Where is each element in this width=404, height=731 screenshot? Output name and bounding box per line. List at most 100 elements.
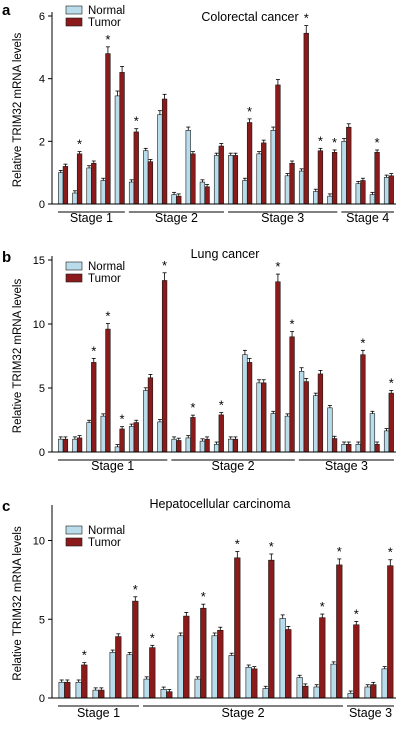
bar-tumor (317, 373, 324, 453)
bar-tumor (251, 668, 258, 699)
bar-tumor (353, 624, 360, 699)
legend-swatch-tumor (65, 537, 83, 547)
bar-tumor (232, 155, 239, 205)
bar-normal (341, 141, 347, 205)
bar-tumor (261, 382, 267, 453)
bar-normal (72, 192, 78, 205)
bar-normal (86, 167, 92, 205)
bar-tumor (105, 328, 111, 453)
bar-tumor (62, 438, 69, 453)
bar-normal (100, 415, 106, 453)
bar-normal (92, 689, 99, 699)
y-tick-label: 4 (39, 74, 45, 86)
bar-tumor (360, 180, 366, 205)
bar-tumor (147, 377, 154, 453)
bar-normal (256, 382, 262, 453)
bar-normal (109, 652, 116, 699)
y-tick-label: 6 (39, 11, 45, 23)
bar-tumor (147, 161, 154, 205)
bar-tumor (132, 600, 139, 699)
bar-normal (157, 421, 163, 453)
bar-normal (143, 678, 150, 699)
stage-label: Stage 2 (155, 211, 198, 225)
bar-normal (114, 446, 121, 453)
significance-star: * (290, 317, 295, 332)
bar-normal (341, 444, 347, 453)
significance-star: * (275, 259, 280, 274)
bar-tumor (133, 422, 139, 453)
bar-normal (355, 183, 361, 205)
bar-tumor (370, 684, 377, 699)
bar-normal (242, 354, 248, 453)
y-tick-label: 0 (39, 447, 45, 459)
bar-normal (75, 681, 82, 699)
bar-normal (245, 666, 252, 699)
bar-tumor (76, 437, 83, 453)
bar-tumor (289, 162, 295, 205)
stage-label: Stage 1 (91, 459, 134, 473)
bar-normal (58, 681, 65, 699)
significance-star: * (332, 135, 337, 150)
bar-tumor (336, 564, 343, 699)
bar-tumor (190, 417, 196, 453)
legend-swatch-normal (65, 261, 83, 271)
significance-star: * (304, 11, 309, 26)
legend-swatch-tumor (65, 17, 83, 27)
bar-tumor (91, 162, 97, 205)
bar-normal (114, 95, 121, 205)
y-tick-label: 5 (39, 614, 45, 626)
significance-star: * (150, 630, 155, 645)
bar-tumor (331, 152, 338, 205)
bar-normal (143, 150, 149, 205)
bar-normal (185, 130, 191, 205)
stage-label: Stage 1 (70, 211, 113, 225)
significance-star: * (337, 544, 342, 559)
bar-normal (157, 114, 163, 205)
significance-star: * (219, 398, 224, 413)
bar-tumor (285, 629, 292, 699)
bar-tumor (204, 438, 210, 453)
bar-tumor (119, 428, 125, 453)
bar-normal (58, 172, 64, 205)
bar-normal (100, 180, 106, 205)
stage-label: Stage 3 (349, 706, 392, 720)
significance-star: * (82, 648, 87, 663)
bar-normal (128, 426, 135, 453)
bar-normal (369, 413, 376, 453)
legend-label-tumor: Tumor (88, 537, 121, 549)
bar-normal (284, 415, 291, 453)
stage-label: Stage 4 (346, 211, 389, 225)
bar-tumor (64, 681, 71, 699)
significance-star: * (120, 412, 125, 427)
bar-tumor (261, 142, 267, 205)
bar-tumor (289, 336, 295, 453)
bar-normal (313, 395, 319, 453)
bar-tumor (183, 615, 190, 699)
bar-normal (128, 181, 135, 205)
bar-tumor (275, 84, 281, 205)
chart-title: Hepatocellular carcinoma (149, 497, 290, 511)
bar-tumor (149, 647, 156, 699)
significance-star: * (105, 32, 110, 47)
panel-c: c Hepatocellular carcinoma Relative TRIM32… (2, 497, 396, 720)
bar-normal (284, 175, 291, 205)
bar-tumor (190, 153, 196, 205)
bar-normal (270, 130, 276, 205)
bar-normal (313, 191, 319, 205)
bar-tumor (302, 685, 309, 699)
bar-normal (381, 668, 388, 699)
bar-tumor (360, 354, 366, 453)
bar-tumor (319, 617, 326, 699)
bar-normal (199, 181, 206, 205)
bar-tumor (98, 689, 105, 699)
bar-tumor (303, 32, 309, 205)
bar-normal (355, 444, 361, 453)
bar-tumor (331, 438, 338, 453)
bar-tumor (388, 392, 394, 453)
bar-tumor (91, 362, 97, 453)
bar-normal (330, 663, 337, 699)
significance-star: * (388, 545, 393, 560)
